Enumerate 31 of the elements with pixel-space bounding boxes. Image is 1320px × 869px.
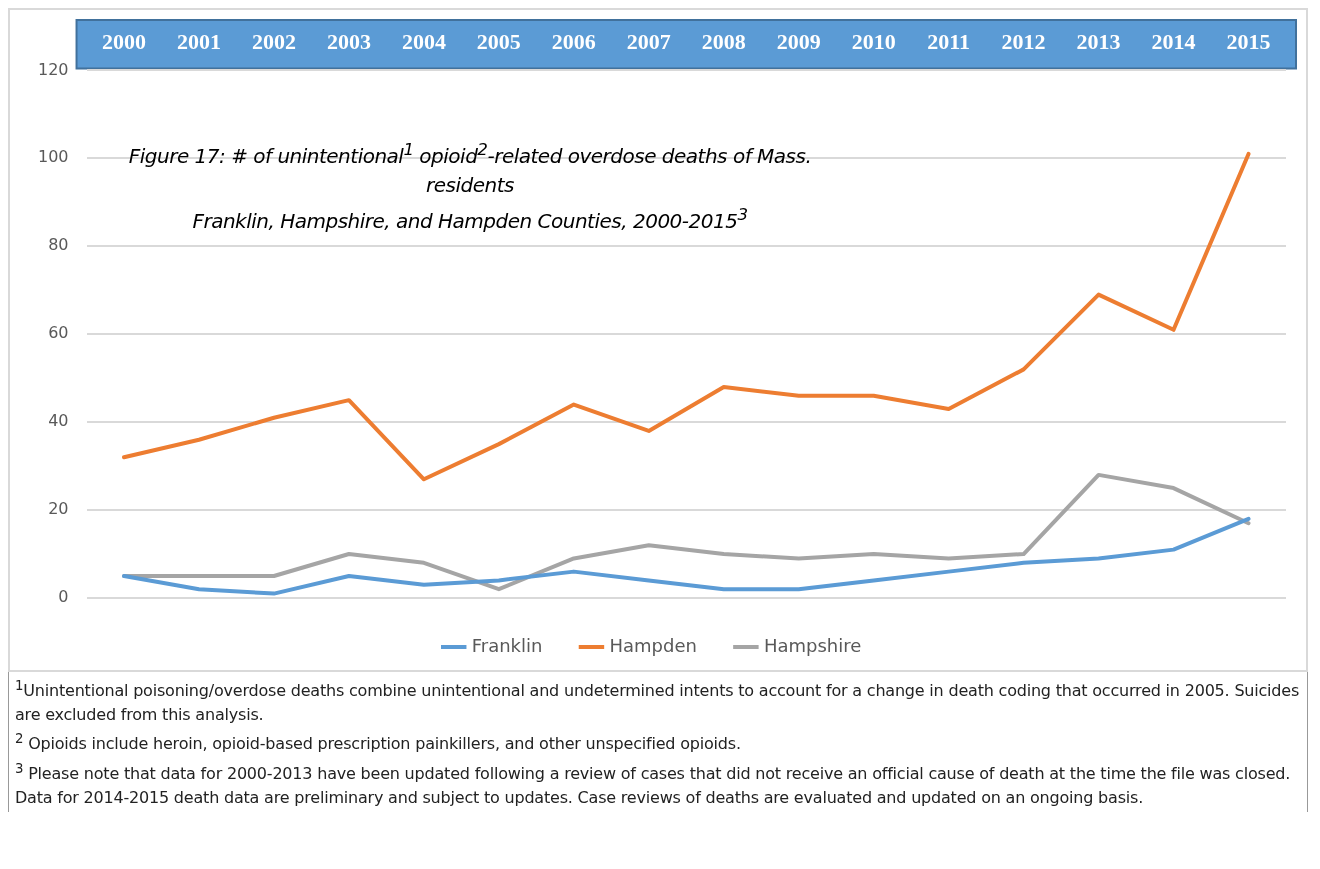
text: Franklin, Hampshire, and Hampden Counties, 2000-2015$^{3}$ [191, 203, 749, 235]
x-tick-label: 2007 [626, 28, 671, 54]
text: Figure 17: # of unintentional$^{1}$ opioid$^{2}$-related overdose deaths of Mass. residents [127, 139, 813, 199]
x-tick-label: 2012 [1001, 28, 1046, 54]
x-tick-label: 2008 [701, 28, 746, 54]
y-tick-label: 0 [58, 587, 69, 607]
y-tick-label: 20 [48, 499, 69, 519]
x-tick-label: 2013 [1076, 28, 1121, 54]
y-tick-label: 120 [37, 59, 69, 79]
legend-label: Hampden [609, 634, 697, 656]
x-tick-label: 2004 [401, 28, 446, 54]
x-tick-label: 2001 [176, 28, 221, 54]
x-tick-label: 2005 [476, 28, 521, 54]
x-tick-label: 2000 [102, 28, 147, 54]
x-tick-label: 2002 [251, 28, 296, 54]
text: $^{2}$ Opioids include heroin, opioid-based prescription painkillers, and other unspecified opioids. [15, 730, 742, 756]
x-tick-label: 2014 [1151, 28, 1196, 54]
y-tick-label: 60 [48, 323, 69, 343]
y-tick-label: 40 [48, 411, 69, 431]
x-tick-label: 2003 [326, 28, 371, 54]
x-tick-label: 2011 [927, 28, 971, 54]
x-tick-label: 2010 [851, 28, 896, 54]
legend-label: Hampshire [763, 634, 862, 656]
x-tick-label: 2015 [1226, 28, 1271, 54]
x-tick-label: 2009 [776, 28, 821, 54]
x-tick-label: 2006 [551, 28, 596, 54]
text: $^{1}$Unintentional poisoning/overdose deaths combine unintentional and undetermined intents to account for a change in death coding that occurred in 2005. Suicides are excluded from this analysis. [15, 677, 1301, 727]
y-tick-label: 80 [48, 235, 69, 255]
legend-label: Franklin [471, 634, 543, 656]
text: $^{3}$ Please note that data for 2000-2013 have been updated following a review of cases that did not receive an official cause of death at the time the file was closed. Data for 2014-2015 death data are preliminary and subject to updates. Case reviews of deaths are evaluated and updated on an ongoing basis. [15, 759, 1292, 809]
y-tick-label: 100 [37, 147, 69, 167]
